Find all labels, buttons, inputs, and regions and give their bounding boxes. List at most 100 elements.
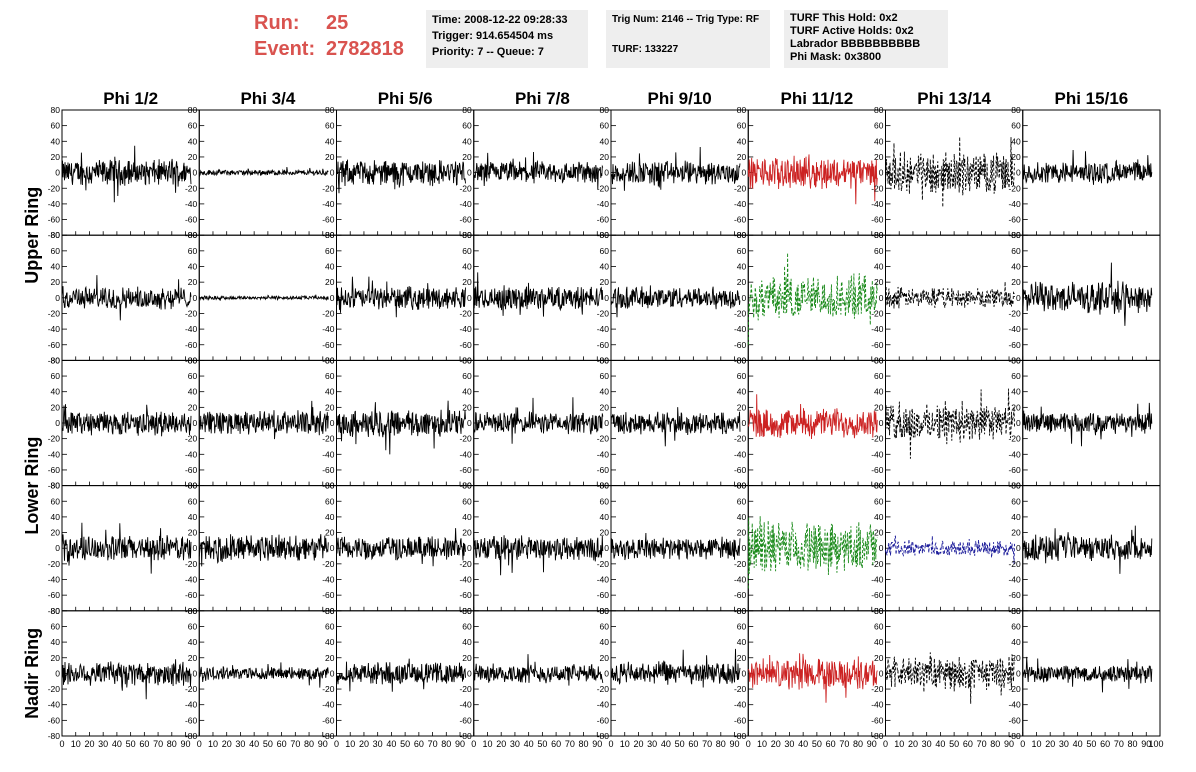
- time-info-box: Time: 2008-12-22 09:28:33 Trigger: 914.6…: [426, 10, 588, 68]
- x-tick-label: 30: [647, 739, 657, 749]
- y-tick-label: -80: [734, 731, 747, 741]
- y-tick-label: 0: [604, 293, 609, 303]
- y-tick-label: -40: [734, 449, 747, 459]
- y-tick-label: -20: [734, 434, 747, 444]
- x-tick-label: 80: [716, 739, 726, 749]
- y-tick-label: 0: [1016, 168, 1021, 178]
- y-tick-label: 40: [51, 387, 61, 397]
- y-tick-label: -20: [185, 684, 198, 694]
- waveform-trace: [1022, 262, 1153, 326]
- y-tick-label: -80: [322, 731, 335, 741]
- y-tick-label: 60: [737, 371, 747, 381]
- y-tick-label: 20: [51, 653, 61, 663]
- y-tick-label: -60: [459, 590, 472, 600]
- x-tick-label: 60: [277, 739, 287, 749]
- x-tick-label: 50: [400, 739, 410, 749]
- y-tick-label: -80: [48, 481, 61, 491]
- y-tick-label: 20: [600, 653, 610, 663]
- y-tick-label: -20: [185, 308, 198, 318]
- y-tick-label: 20: [325, 277, 335, 287]
- y-tick-label: 40: [737, 637, 747, 647]
- waveform-trace: [336, 159, 466, 194]
- y-tick-label: -40: [597, 199, 610, 209]
- y-tick-label: 40: [462, 136, 472, 146]
- y-tick-label: 40: [188, 387, 198, 397]
- y-tick-label: 40: [188, 136, 198, 146]
- y-tick-label: 20: [188, 277, 198, 287]
- y-tick-label: 80: [188, 355, 198, 365]
- waveform-trace: [61, 659, 192, 700]
- y-tick-label: -20: [322, 308, 335, 318]
- y-tick-label: 60: [600, 621, 610, 631]
- y-tick-label: -40: [871, 700, 884, 710]
- y-tick-label: -20: [48, 559, 61, 569]
- waveform-trace: [198, 294, 329, 301]
- y-tick-label: 40: [737, 262, 747, 272]
- y-tick-label: -60: [48, 715, 61, 725]
- y-tick-label: 20: [737, 653, 747, 663]
- y-tick-label: 80: [737, 355, 747, 365]
- waveform-trace: [885, 281, 1015, 309]
- y-tick-label: 60: [51, 496, 61, 506]
- x-tick-label: 20: [84, 739, 94, 749]
- waveform-trace: [747, 516, 878, 589]
- y-tick-label: 80: [737, 606, 747, 616]
- y-tick-label: -60: [597, 340, 610, 350]
- x-tick-label: 60: [688, 739, 698, 749]
- x-tick-label: 30: [235, 739, 245, 749]
- y-tick-label: 40: [600, 136, 610, 146]
- x-tick-label: 30: [922, 739, 932, 749]
- y-tick-label: 20: [188, 402, 198, 412]
- y-tick-label: -80: [48, 230, 61, 240]
- y-tick-label: 40: [462, 637, 472, 647]
- y-tick-label: -60: [48, 590, 61, 600]
- y-tick-label: -80: [597, 731, 610, 741]
- y-tick-label: -20: [48, 308, 61, 318]
- y-tick-label: 40: [600, 387, 610, 397]
- y-tick-label: -40: [48, 575, 61, 585]
- y-tick-label: -40: [1008, 700, 1021, 710]
- y-tick-label: -20: [871, 183, 884, 193]
- y-tick-label: 80: [462, 606, 472, 616]
- y-tick-label: 20: [1011, 402, 1021, 412]
- y-tick-label: -80: [459, 731, 472, 741]
- y-tick-label: -40: [734, 575, 747, 585]
- y-tick-label: 0: [604, 168, 609, 178]
- y-tick-label: 40: [600, 512, 610, 522]
- x-tick-label: 70: [839, 739, 849, 749]
- y-tick-label: -40: [1008, 575, 1021, 585]
- y-tick-label: 40: [462, 387, 472, 397]
- x-tick-label: 30: [510, 739, 520, 749]
- waveform-trace: [473, 535, 604, 576]
- waveform-trace: [198, 534, 329, 567]
- waveform-trace: [610, 146, 741, 191]
- waveform-trace: [1022, 656, 1153, 693]
- y-tick-label: 60: [325, 496, 335, 506]
- y-tick-label: 80: [1011, 355, 1021, 365]
- y-tick-label: 0: [467, 418, 472, 428]
- y-tick-label: 0: [1016, 543, 1021, 553]
- waveform-trace: [1022, 402, 1153, 447]
- y-tick-label: -40: [322, 575, 335, 585]
- waveform-trace: [473, 272, 604, 317]
- x-tick-label: 50: [126, 739, 136, 749]
- y-tick-label: 0: [467, 168, 472, 178]
- x-tick-label: 30: [1059, 739, 1069, 749]
- y-tick-label: 40: [325, 136, 335, 146]
- x-tick-label: 50: [263, 739, 273, 749]
- x-tick-label: 30: [373, 739, 383, 749]
- y-tick-label: 40: [51, 136, 61, 146]
- waveform-trace: [610, 648, 741, 688]
- y-tick-label: 0: [879, 418, 884, 428]
- y-tick-label: 20: [462, 152, 472, 162]
- y-tick-label: 60: [600, 371, 610, 381]
- waveform-trace: [473, 397, 604, 444]
- y-tick-label: 20: [51, 277, 61, 287]
- y-tick-label: -60: [322, 465, 335, 475]
- waveform-trace: [336, 276, 466, 318]
- x-tick-label: 40: [661, 739, 671, 749]
- y-tick-label: -20: [1008, 684, 1021, 694]
- y-tick-label: 0: [193, 293, 198, 303]
- y-tick-label: 40: [188, 637, 198, 647]
- y-tick-label: -60: [1008, 215, 1021, 225]
